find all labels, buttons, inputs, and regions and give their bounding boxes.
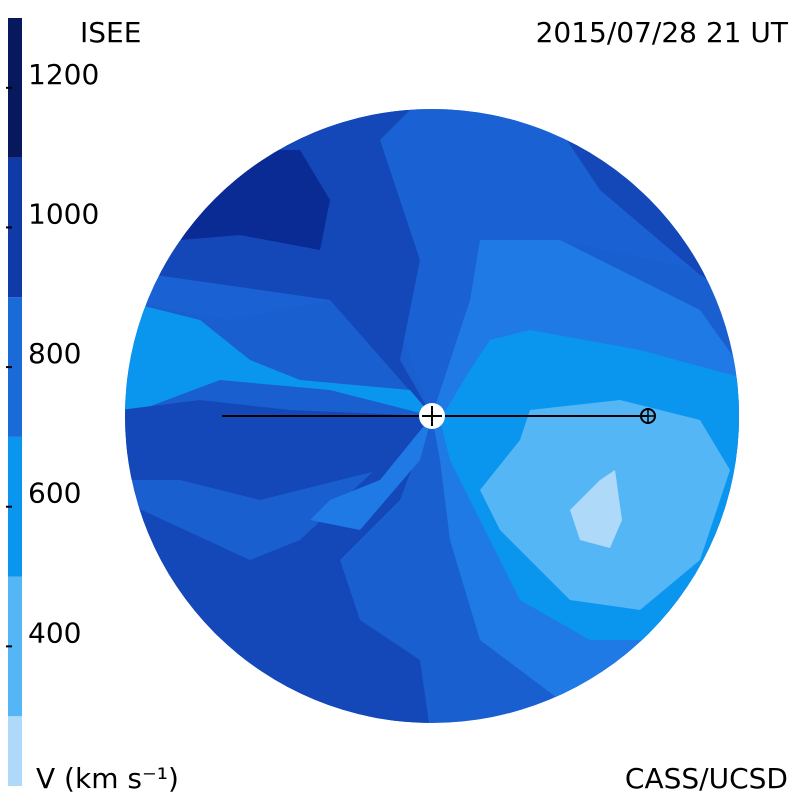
- colorbar-tick-label: 1200: [28, 58, 99, 91]
- sun-marker: [422, 406, 442, 426]
- credit: CASS/UCSD: [625, 762, 788, 795]
- colorbar-segment: [8, 436, 22, 577]
- colorbar: [8, 18, 22, 786]
- colorbar-tick-label: 600: [28, 477, 81, 510]
- colorbar-label: V (km s⁻¹): [36, 762, 179, 795]
- colorbar-segment: [8, 157, 22, 298]
- earth-marker: [641, 409, 655, 423]
- colorbar-segment: [8, 716, 22, 786]
- colorbar-segment: [8, 18, 22, 158]
- chart-title: ISEE: [80, 16, 141, 49]
- colorbar-tick-label: 800: [28, 337, 81, 370]
- timestamp: 2015/07/28 21 UT: [536, 16, 789, 49]
- colorbar-segment: [8, 297, 22, 437]
- colorbar-tick-label: 1000: [28, 197, 99, 230]
- colorbar-tick-label: 400: [28, 616, 81, 649]
- colorbar-segment: [8, 576, 22, 717]
